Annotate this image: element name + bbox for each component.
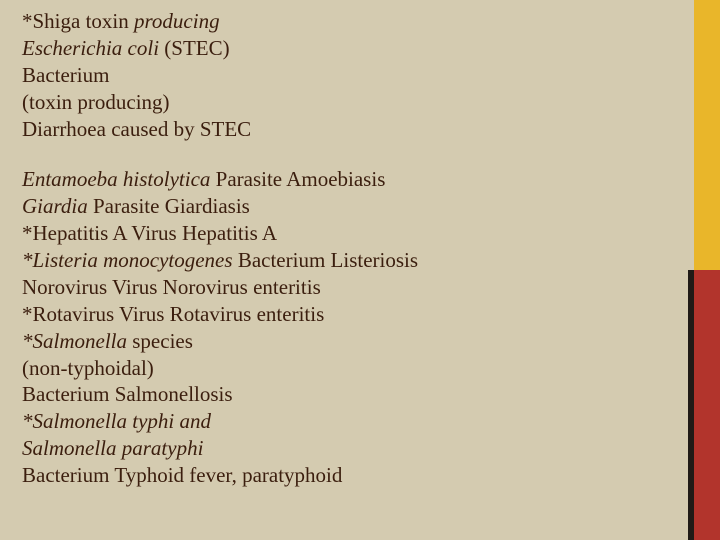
- sidebar-red: [694, 270, 720, 540]
- text: Parasite Giardiasis: [88, 194, 250, 218]
- sidebar-yellow: [694, 0, 720, 270]
- text: Bacterium Listeriosis: [233, 248, 418, 272]
- text: species: [127, 329, 193, 353]
- text-italic: Escherichia coli: [22, 36, 159, 60]
- line: Giardia Parasite Giardiasis: [22, 193, 698, 220]
- line: Entamoeba histolytica Parasite Amoebiasi…: [22, 166, 698, 193]
- line: *Salmonella typhi and: [22, 408, 698, 435]
- text: *Shiga toxin: [22, 9, 134, 33]
- slide-text: *Shiga toxin producing Escherichia coli …: [0, 0, 720, 489]
- line: Escherichia coli (STEC): [22, 35, 698, 62]
- text-italic: Entamoeba histolytica: [22, 167, 210, 191]
- text-italic: *Salmonella typhi and: [22, 409, 211, 433]
- block-2: Entamoeba histolytica Parasite Amoebiasi…: [22, 166, 698, 489]
- line: Bacterium Salmonellosis: [22, 381, 698, 408]
- line: *Shiga toxin producing: [22, 8, 698, 35]
- text-italic: producing: [134, 9, 220, 33]
- text-italic: *Salmonella: [22, 329, 127, 353]
- line: Bacterium Typhoid fever, paratyphoid: [22, 462, 698, 489]
- line: *Rotavirus Virus Rotavirus enteritis: [22, 301, 698, 328]
- text: Parasite Amoebiasis: [210, 167, 385, 191]
- line: *Hepatitis A Virus Hepatitis A: [22, 220, 698, 247]
- line: *Salmonella species: [22, 328, 698, 355]
- text-italic: Salmonella paratyphi: [22, 436, 203, 460]
- text-italic: Giardia: [22, 194, 88, 218]
- text: (STEC): [159, 36, 230, 60]
- line: (non-typhoidal): [22, 355, 698, 382]
- text-italic: *Listeria monocytogenes: [22, 248, 233, 272]
- line: (toxin producing): [22, 89, 698, 116]
- line: Bacterium: [22, 62, 698, 89]
- line: Norovirus Virus Norovirus enteritis: [22, 274, 698, 301]
- line: Salmonella paratyphi: [22, 435, 698, 462]
- line: *Listeria monocytogenes Bacterium Lister…: [22, 247, 698, 274]
- line: Diarrhoea caused by STEC: [22, 116, 698, 143]
- sidebar-decoration: [694, 0, 720, 540]
